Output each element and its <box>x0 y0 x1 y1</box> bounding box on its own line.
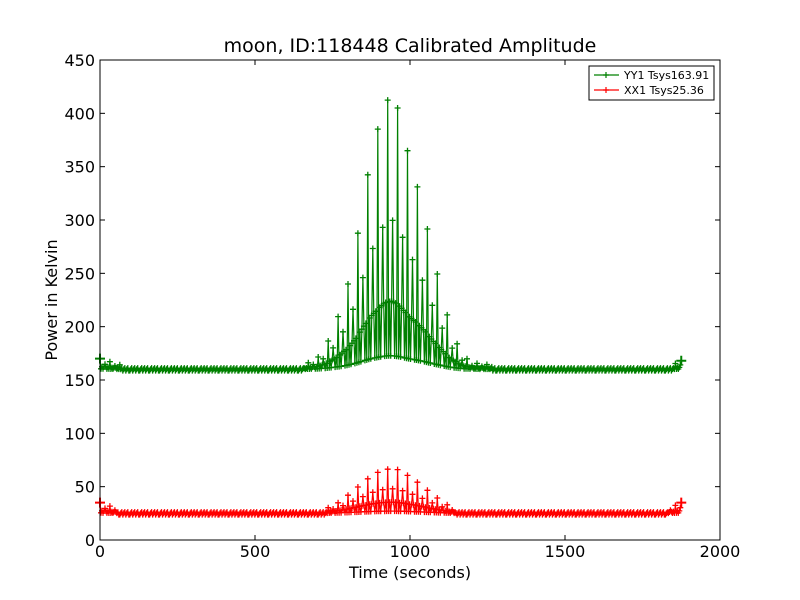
series-end-marker <box>676 497 687 508</box>
legend-label: XX1 Tsys25.36 <box>624 84 704 97</box>
x-axis: 0 500 1000 1500 2000 <box>95 60 740 561</box>
y-tick-label: 200 <box>64 318 95 337</box>
y-tick-label: 250 <box>64 264 95 283</box>
x-tick-label: 2000 <box>700 542 741 561</box>
y-axis: 0 50 100 150 200 250 300 350 400 450 <box>64 51 720 550</box>
y-tick-label: 300 <box>64 211 95 230</box>
y-tick-label: 450 <box>64 51 95 70</box>
x-axis-title: Time (seconds) <box>348 563 471 582</box>
y-tick-label: 0 <box>85 531 95 550</box>
legend: YY1 Tsys163.91 XX1 Tsys25.36 <box>588 65 715 101</box>
series-0 <box>95 97 687 374</box>
x-tick-label: 1500 <box>545 542 586 561</box>
chart-title: moon, ID:118448 Calibrated Amplitude <box>224 35 597 57</box>
plot-area <box>95 97 687 518</box>
y-axis-title: Power in Kelvin <box>42 239 61 360</box>
legend-marker <box>603 87 609 93</box>
series-layer <box>95 97 687 518</box>
y-tick-label: 400 <box>64 104 95 123</box>
series-end-marker <box>676 355 687 366</box>
legend-box <box>588 65 715 101</box>
legend-label: YY1 Tsys163.91 <box>623 69 709 82</box>
x-tick-label: 0 <box>95 542 105 561</box>
y-tick-label: 100 <box>64 424 95 443</box>
y-tick-label: 50 <box>75 478 95 497</box>
x-tick-label: 500 <box>240 542 271 561</box>
y-tick-label: 350 <box>64 158 95 177</box>
y-tick-label: 150 <box>64 371 95 390</box>
x-tick-label: 1000 <box>390 542 431 561</box>
legend-marker <box>603 72 609 78</box>
